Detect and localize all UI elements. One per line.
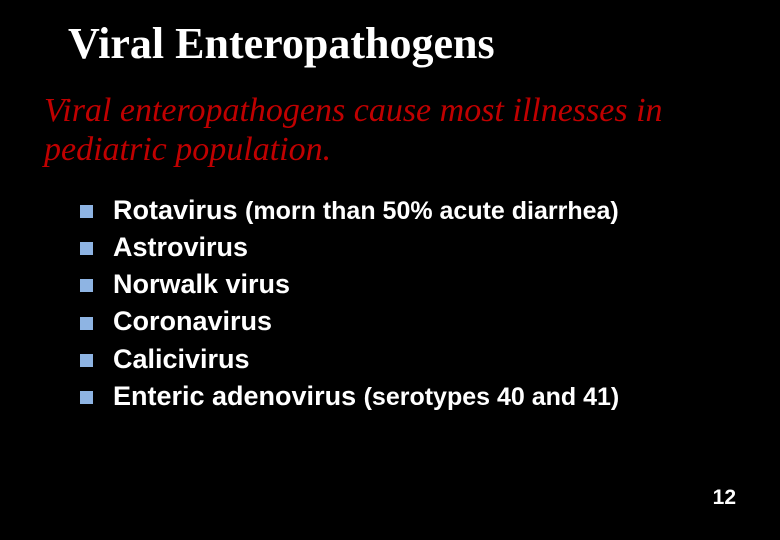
list-item-text: Coronavirus xyxy=(113,304,272,339)
square-bullet-icon xyxy=(80,391,93,404)
square-bullet-icon xyxy=(80,317,93,330)
list-item-note: (morn than 50% acute diarrhea) xyxy=(245,197,619,225)
list-item: Astrovirus xyxy=(80,230,740,265)
list-item-main: Coronavirus xyxy=(113,306,272,336)
square-bullet-icon xyxy=(80,205,93,218)
square-bullet-icon xyxy=(80,242,93,255)
list-item-text: Astrovirus xyxy=(113,230,248,265)
list-item: Rotavirus (morn than 50% acute diarrhea) xyxy=(80,193,740,228)
list-item-main: Rotavirus xyxy=(113,195,245,225)
list-item-text: Norwalk virus xyxy=(113,267,290,302)
slide-title: Viral Enteropathogens xyxy=(68,18,740,69)
list-item: Enteric adenovirus (serotypes 40 and 41) xyxy=(80,379,740,414)
list-item-main: Norwalk virus xyxy=(113,269,290,299)
list-item-main: Astrovirus xyxy=(113,232,248,262)
list-item-main: Enteric adenovirus xyxy=(113,381,364,411)
square-bullet-icon xyxy=(80,354,93,367)
slide-subtitle: Viral enteropathogens cause most illness… xyxy=(44,91,740,169)
list-item-text: Enteric adenovirus (serotypes 40 and 41) xyxy=(113,379,619,414)
square-bullet-icon xyxy=(80,279,93,292)
list-item: Coronavirus xyxy=(80,304,740,339)
list-item-text: Calicivirus xyxy=(113,342,250,377)
bullet-list: Rotavirus (morn than 50% acute diarrhea)… xyxy=(80,193,740,414)
slide: Viral Enteropathogens Viral enteropathog… xyxy=(0,0,780,540)
page-number: 12 xyxy=(713,486,736,510)
list-item-text: Rotavirus (morn than 50% acute diarrhea) xyxy=(113,193,619,228)
list-item: Calicivirus xyxy=(80,342,740,377)
list-item-main: Calicivirus xyxy=(113,344,250,374)
list-item-note: (serotypes 40 and 41) xyxy=(364,383,620,411)
list-item: Norwalk virus xyxy=(80,267,740,302)
